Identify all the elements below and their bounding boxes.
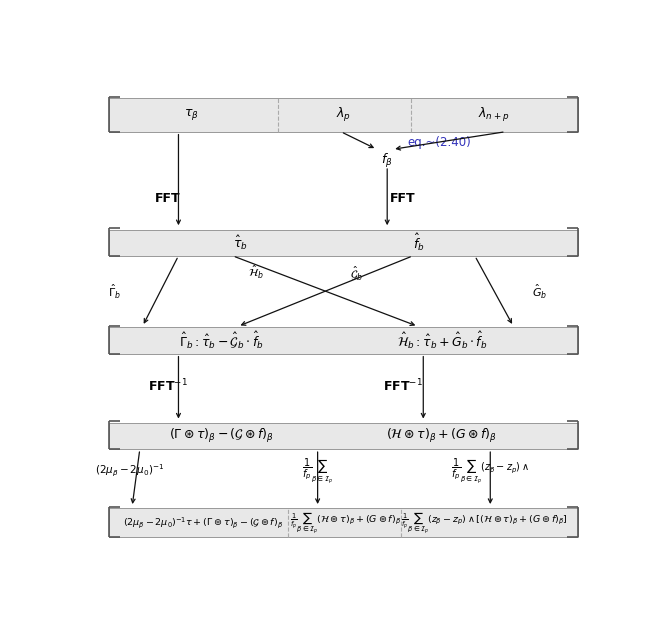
Text: FFT: FFT (390, 192, 416, 205)
Text: $\hat{\tau}_b$: $\hat{\tau}_b$ (233, 234, 247, 252)
Text: $(2\mu_{\beta}-2\mu_0)^{-1}\tau + (\Gamma\circledast\tau)_{\beta}-(\mathcal{G}\c: $(2\mu_{\beta}-2\mu_0)^{-1}\tau + (\Gamm… (122, 515, 283, 530)
FancyBboxPatch shape (109, 98, 578, 131)
Text: $\hat{G}_b$: $\hat{G}_b$ (531, 283, 547, 301)
Text: $\dfrac{1}{f_p}\sum_{\beta \in \mathcal{I}_p}$: $\dfrac{1}{f_p}\sum_{\beta \in \mathcal{… (302, 457, 333, 486)
Text: $(\mathcal{H} \circledast \tau)_{\beta} + (G \circledast f)_{\beta}$: $(\mathcal{H} \circledast \tau)_{\beta} … (386, 427, 497, 445)
Text: FFT: FFT (156, 192, 181, 205)
Text: $(\Gamma \circledast \tau)_{\beta} - (\mathcal{G} \circledast f)_{\beta}$: $(\Gamma \circledast \tau)_{\beta} - (\m… (169, 427, 274, 445)
Text: $\dfrac{1}{f_p}\sum_{\beta \in \mathcal{I}_p}(z_{\beta}-z_p)\wedge$: $\dfrac{1}{f_p}\sum_{\beta \in \mathcal{… (451, 457, 529, 486)
Text: $\hat{\mathcal{G}}_b$: $\hat{\mathcal{G}}_b$ (350, 264, 363, 281)
Text: $\tau_{\beta}$: $\tau_{\beta}$ (184, 107, 198, 123)
Text: $f_{\beta}$: $f_{\beta}$ (381, 153, 393, 171)
Text: $\hat{f}_b$: $\hat{f}_b$ (412, 232, 424, 253)
Text: $\hat{\mathcal{H}}_b$: $\hat{\mathcal{H}}_b$ (248, 264, 264, 281)
Text: FFT$^{-1}$: FFT$^{-1}$ (383, 378, 422, 394)
Text: $\frac{1}{f_p}\sum_{\beta \in \mathcal{I}_p}(z_{\beta}-z_p)\wedge[(\mathcal{H}\c: $\frac{1}{f_p}\sum_{\beta \in \mathcal{I… (400, 510, 567, 536)
Text: FFT$^{-1}$: FFT$^{-1}$ (148, 378, 188, 394)
FancyBboxPatch shape (109, 229, 578, 256)
Text: $(2\mu_{\beta}-2\mu_0)^{-1}$: $(2\mu_{\beta}-2\mu_0)^{-1}$ (95, 463, 164, 479)
FancyBboxPatch shape (109, 327, 578, 353)
Text: $\frac{1}{f_p}\sum_{\beta \in \mathcal{I}_p}(\mathcal{H}\circledast\tau)_{\beta}: $\frac{1}{f_p}\sum_{\beta \in \mathcal{I… (290, 510, 401, 536)
FancyBboxPatch shape (109, 423, 578, 449)
Text: $\lambda_p$: $\lambda_p$ (336, 106, 351, 124)
Text: $\lambda_{n+p}$: $\lambda_{n+p}$ (477, 106, 509, 124)
Text: $\hat{\Gamma}_b$: $\hat{\Gamma}_b$ (108, 283, 120, 301)
FancyBboxPatch shape (109, 508, 578, 538)
Text: eq.~(2.40): eq.~(2.40) (408, 136, 471, 149)
Text: $\hat{\mathcal{H}}_b : \hat{\tau}_b + \hat{G}_b \cdot \hat{f}_b$: $\hat{\mathcal{H}}_b : \hat{\tau}_b + \h… (396, 330, 487, 351)
Text: $\hat{\Gamma}_b : \hat{\tau}_b - \hat{\mathcal{G}}_b \cdot \hat{f}_b$: $\hat{\Gamma}_b : \hat{\tau}_b - \hat{\m… (179, 330, 264, 351)
